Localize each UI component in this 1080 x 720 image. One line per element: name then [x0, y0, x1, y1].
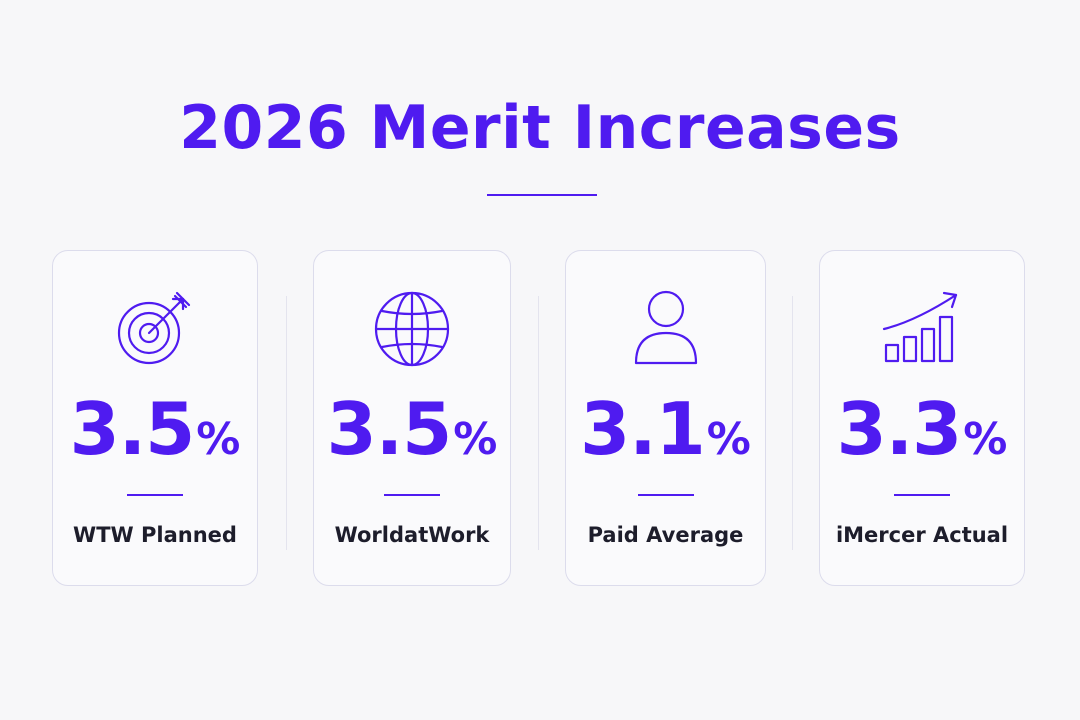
stat-unit: %	[196, 414, 241, 465]
stat-unit: %	[453, 414, 498, 465]
stat-unit: %	[706, 414, 751, 465]
target-icon	[113, 287, 197, 371]
stat-underline	[127, 494, 183, 496]
stat-number: 3.1	[580, 387, 706, 471]
stat-card-paid-average: 3.1% Paid Average	[565, 250, 766, 586]
stat-underline	[384, 494, 440, 496]
stat-value: 3.5%	[53, 381, 257, 497]
stat-number: 3.3	[836, 387, 963, 471]
stat-underline	[894, 494, 950, 496]
person-icon	[624, 287, 708, 371]
page-title: 2026 Merit Increases	[179, 93, 901, 163]
globe-icon	[370, 287, 454, 371]
growth-chart-icon	[880, 287, 964, 371]
stat-card-imercer-actual: 3.3% iMercer Actual	[819, 250, 1025, 586]
stat-number: 3.5	[326, 387, 453, 471]
stat-number: 3.5	[69, 387, 196, 471]
stat-card-worldatwork: 3.5% WorldatWork	[313, 250, 511, 586]
title-underline	[487, 194, 597, 196]
stat-value: 3.3%	[820, 381, 1024, 497]
column-divider	[286, 296, 287, 550]
stat-label: WTW Planned	[73, 523, 237, 547]
stat-underline	[637, 494, 694, 496]
stat-label: Paid Average	[587, 523, 744, 547]
stat-value: 3.1%	[566, 381, 765, 497]
stat-label: iMercer Actual	[835, 523, 1009, 547]
column-divider	[792, 296, 793, 550]
stat-value: 3.5%	[314, 381, 510, 497]
stat-unit: %	[963, 414, 1008, 465]
column-divider	[538, 296, 539, 550]
stat-card-wtw-planned: 3.5% WTW Planned	[52, 250, 258, 586]
stat-label: WorldatWork	[334, 523, 490, 547]
